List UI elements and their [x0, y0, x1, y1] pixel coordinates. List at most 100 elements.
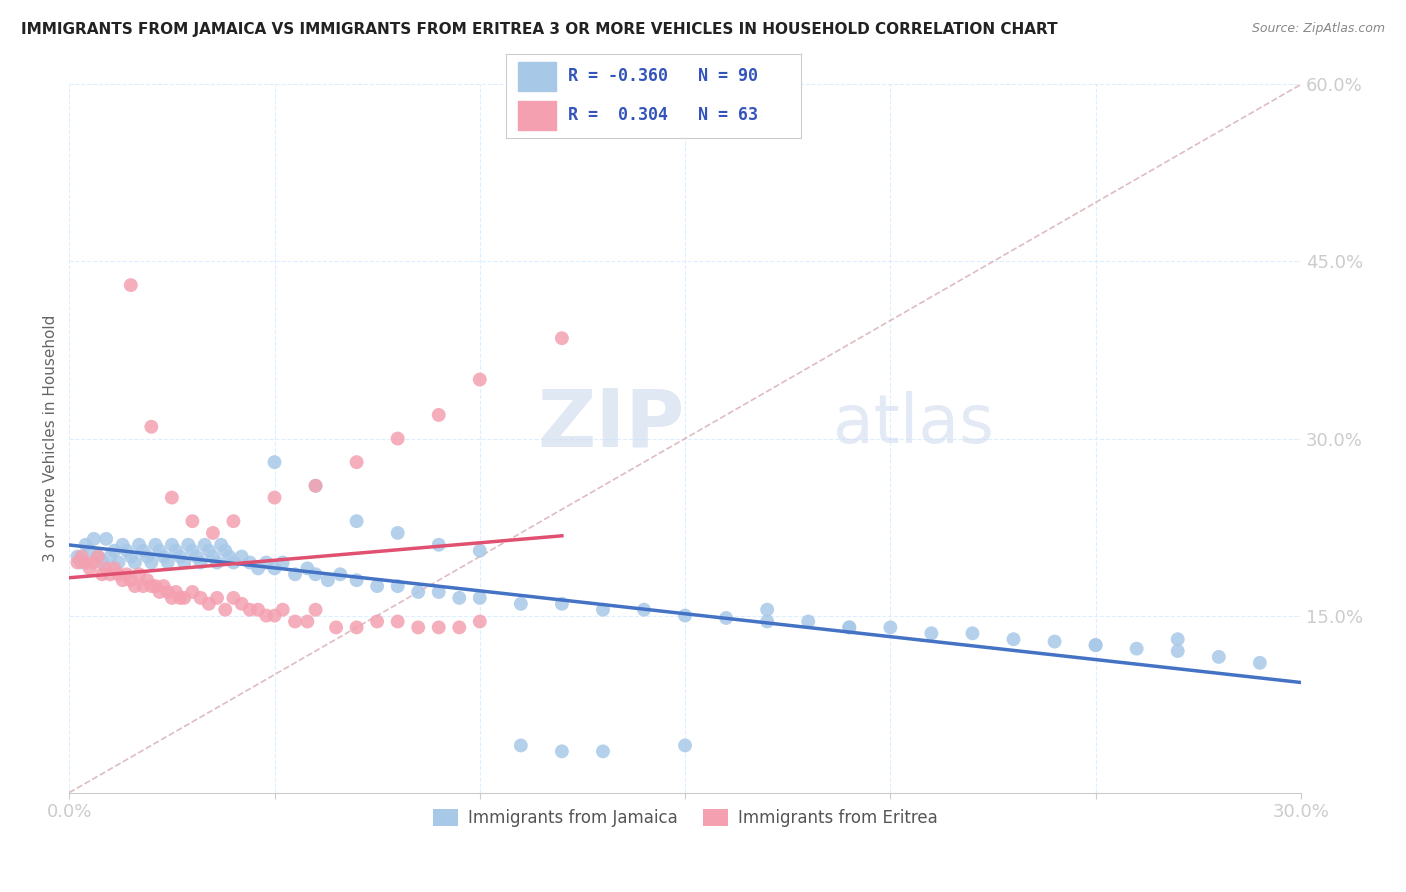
Point [214, 603, 236, 617]
Point [98, 567, 121, 582]
Point [551, 744, 574, 758]
Point [284, 615, 307, 629]
Point [756, 615, 779, 629]
Point [83, 556, 105, 570]
Point [756, 603, 779, 617]
Point [592, 744, 614, 758]
Point [70, 556, 93, 570]
Point [96, 532, 118, 546]
Point [592, 603, 614, 617]
Point [239, 556, 262, 570]
Point [145, 538, 167, 552]
Point [70, 549, 93, 564]
Point [115, 543, 138, 558]
Bar [517, 101, 557, 130]
Point [247, 603, 270, 617]
Point [98, 549, 121, 564]
Point [1043, 634, 1066, 648]
Point [509, 739, 531, 753]
Point [79, 561, 101, 575]
Point [136, 573, 159, 587]
Point [316, 573, 339, 587]
Point [132, 543, 155, 558]
Point [214, 543, 236, 558]
Text: R =  0.304   N = 63: R = 0.304 N = 63 [568, 106, 758, 124]
Point [346, 455, 368, 469]
Point [673, 739, 696, 753]
Point [205, 591, 228, 605]
Point [91, 556, 114, 570]
Point [838, 620, 860, 634]
Point [468, 543, 491, 558]
Point [181, 585, 204, 599]
Point [254, 608, 277, 623]
Legend: Immigrants from Jamaica, Immigrants from Eritrea: Immigrants from Jamaica, Immigrants from… [426, 803, 943, 834]
Point [1208, 649, 1230, 664]
Point [190, 591, 212, 605]
Point [75, 556, 97, 570]
Point [120, 573, 142, 587]
Point [198, 597, 221, 611]
Point [346, 514, 368, 528]
Point [551, 597, 574, 611]
Point [468, 591, 491, 605]
Text: Source: ZipAtlas.com: Source: ZipAtlas.com [1251, 22, 1385, 36]
Point [107, 556, 129, 570]
Point [205, 556, 228, 570]
Point [66, 556, 89, 570]
Text: R = -0.360   N = 90: R = -0.360 N = 90 [568, 68, 758, 86]
Point [387, 615, 409, 629]
Point [222, 556, 245, 570]
Point [1002, 632, 1025, 647]
Point [673, 608, 696, 623]
Point [231, 597, 253, 611]
Point [160, 491, 183, 505]
Point [1167, 632, 1189, 647]
Point [366, 615, 388, 629]
Point [103, 561, 125, 575]
Point [152, 549, 174, 564]
Point [304, 479, 326, 493]
Point [304, 603, 326, 617]
Point [633, 603, 655, 617]
Point [103, 543, 125, 558]
Point [165, 543, 187, 558]
Point [156, 585, 179, 599]
Y-axis label: 3 or more Vehicles in Household: 3 or more Vehicles in Household [44, 315, 58, 562]
Point [222, 514, 245, 528]
Point [124, 579, 146, 593]
Point [107, 567, 129, 582]
Point [468, 372, 491, 386]
Point [124, 556, 146, 570]
Point [111, 573, 134, 587]
Point [263, 561, 285, 575]
Point [714, 611, 737, 625]
Point [346, 620, 368, 634]
Point [304, 567, 326, 582]
Point [231, 549, 253, 564]
Point [271, 603, 294, 617]
Point [165, 585, 187, 599]
Point [1167, 644, 1189, 658]
Point [190, 556, 212, 570]
Point [346, 573, 368, 587]
Point [173, 556, 195, 570]
Point [66, 549, 89, 564]
Point [83, 532, 105, 546]
Point [427, 620, 450, 634]
Point [128, 538, 150, 552]
Point [239, 603, 262, 617]
Point [879, 620, 901, 634]
Point [96, 561, 118, 575]
Text: atlas: atlas [832, 392, 994, 458]
Point [156, 556, 179, 570]
Point [304, 479, 326, 493]
Point [427, 408, 450, 422]
Point [247, 561, 270, 575]
Point [201, 526, 224, 541]
Point [145, 579, 167, 593]
Point [181, 514, 204, 528]
Point [1249, 656, 1271, 670]
Point [263, 455, 285, 469]
Point [160, 591, 183, 605]
